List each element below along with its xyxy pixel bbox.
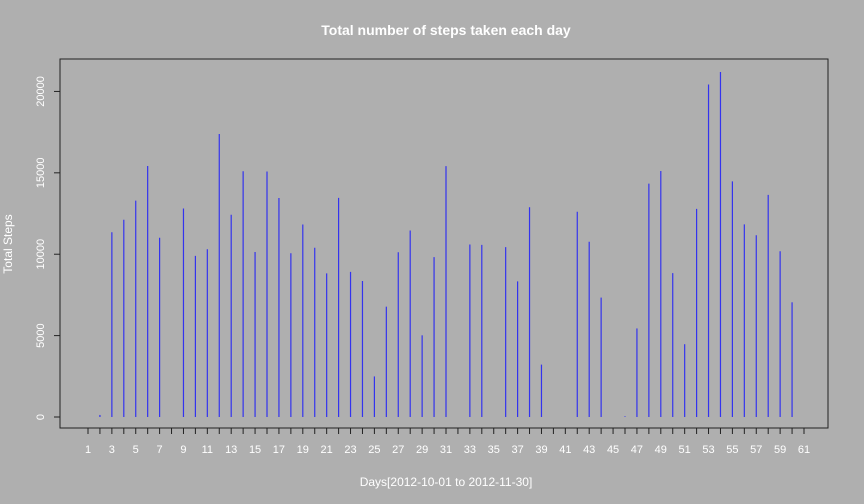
y-axis-label: Total Steps [1,214,15,273]
y-tick-label: 20000 [35,76,47,107]
x-tick-label: 61 [798,444,810,456]
x-tick-label: 47 [631,444,643,456]
y-tick-label: 5000 [35,323,47,347]
x-tick-label: 49 [655,444,667,456]
x-tick-label: 9 [180,444,186,456]
x-tick-label: 37 [511,444,523,456]
x-tick-label: 25 [368,444,380,456]
x-tick-label: 39 [535,444,547,456]
x-tick-label: 43 [583,444,595,456]
x-tick-label: 23 [344,444,356,456]
x-tick-label: 3 [109,444,115,456]
x-tick-label: 11 [202,444,213,456]
chart-title: Total number of steps taken each day [321,22,571,38]
x-tick-label: 7 [157,444,163,456]
x-tick-label: 19 [297,444,309,456]
x-tick-label: 29 [416,444,428,456]
x-tick-label: 15 [249,444,261,456]
x-tick-label: 55 [726,444,738,456]
x-tick-label: 13 [225,444,237,456]
x-tick-label: 35 [488,444,500,456]
x-tick-label: 17 [273,444,285,456]
y-tick-label: 15000 [35,158,47,189]
y-tick-label: 10000 [35,239,47,270]
plot-border [59,58,829,429]
x-tick-label: 21 [321,444,333,456]
x-tick-label: 45 [607,444,619,456]
x-tick-label: 27 [392,444,404,456]
y-tick-label: 0 [35,414,47,420]
x-tick-label: 57 [750,444,762,456]
bars-group [99,72,793,417]
x-tick-label: 41 [559,444,571,456]
x-tick-label: 5 [133,444,139,456]
x-tick-label: 53 [702,444,714,456]
x-tick-label: 51 [679,444,691,456]
x-tick-label: 59 [774,444,786,456]
x-axis: 1 3 5 7 9 11 13 15 17 19 21 23 25 27 29 31 33 35 37 39 41 43 4… [85,427,810,456]
x-tick-label: 1 [85,444,91,456]
x-axis-label: Days[2012-10-01 to 2012-11-30] [360,475,533,489]
y-axis: 0 5000 10000 15000 20000 [35,76,61,420]
x-tick-label: 31 [440,444,452,456]
x-tick-label: 33 [464,444,476,456]
